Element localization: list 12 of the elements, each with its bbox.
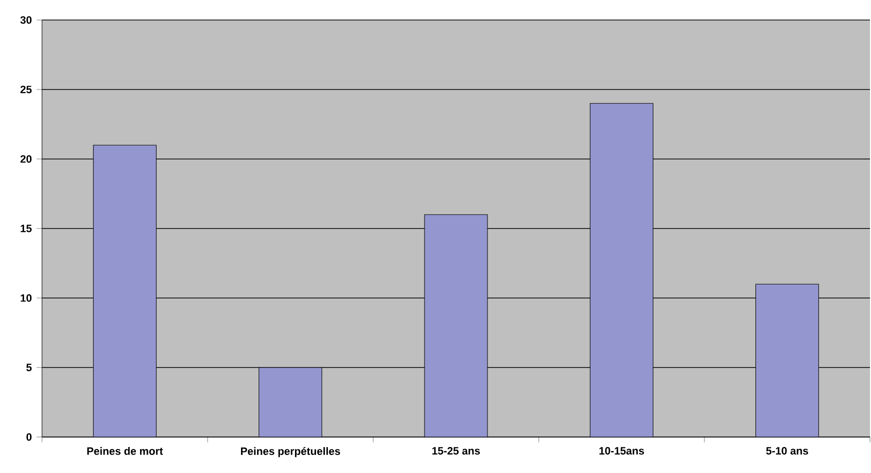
x-tick-label: 5-10 ans: [766, 447, 808, 455]
x-tick-label: Peines de mort: [87, 447, 163, 455]
y-tick-label: 15: [20, 224, 32, 232]
y-tick-label: 10: [20, 294, 32, 302]
y-tick-label: 5: [26, 364, 32, 372]
y-tick-label: 20: [20, 155, 32, 163]
x-tick-label: Peines perpétuelles: [241, 447, 340, 458]
y-tick-label: 25: [20, 86, 32, 94]
y-tick-label: 30: [20, 16, 32, 24]
x-tick-label: 10-15ans: [599, 447, 644, 455]
y-tick-label: 0: [26, 433, 32, 441]
x-tick-label: 15-25 ans: [432, 447, 480, 455]
